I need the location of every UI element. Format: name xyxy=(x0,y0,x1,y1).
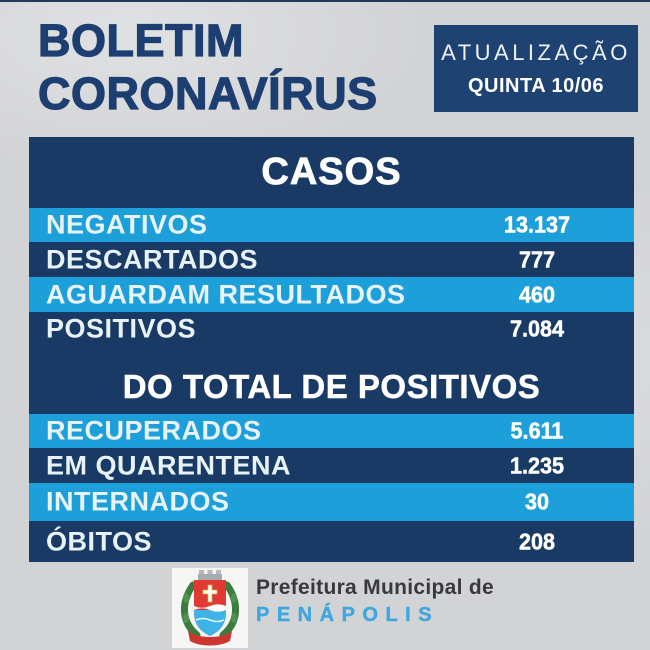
page-title-line2: CORONAVÍRUS xyxy=(37,67,378,119)
row-label: POSITIVOS xyxy=(46,313,197,344)
row-value: 208 xyxy=(518,528,556,555)
section-title-do-total-de-positivos: DO TOTAL DE POSITIVOS xyxy=(29,346,634,414)
row-label: ÓBITOS xyxy=(46,526,153,556)
row-value: 5.611 xyxy=(510,417,564,444)
section-title-casos: CASOS xyxy=(29,137,634,208)
table-row-positivos: POSITIVOS 7.084 xyxy=(29,312,634,346)
table-row-descartados: DESCARTADOS 777 xyxy=(29,242,634,277)
cases-table: CASOS NEGATIVOS 13.137 DESCARTADOS 777 A… xyxy=(29,137,634,562)
update-date: QUINTA 10/06 xyxy=(467,74,605,97)
row-value: 1.235 xyxy=(509,452,565,479)
row-label: NEGATIVOS xyxy=(46,209,208,240)
page-title-line1: BOLETIM xyxy=(37,14,244,66)
org-name-line1: Prefeitura Municipal de xyxy=(256,576,494,599)
row-value: 460 xyxy=(518,281,556,308)
row-value: 777 xyxy=(518,246,556,273)
table-row-negativos: NEGATIVOS 13.137 xyxy=(29,208,634,242)
table-row-obitos: ÓBITOS 208 xyxy=(29,521,634,562)
update-label: ATUALIZAÇÃO xyxy=(441,39,631,65)
update-box: ATUALIZAÇÃO QUINTA 10/06 xyxy=(434,25,638,112)
row-label: RECUPERADOS xyxy=(46,415,262,446)
org-name-line2: PENÁPOLIS xyxy=(256,604,440,626)
row-label: AGUARDAM RESULTADOS xyxy=(46,279,406,309)
top-border-line xyxy=(0,0,650,2)
table-row-recuperados: RECUPERADOS 5.611 xyxy=(29,414,634,448)
penapolis-coat-of-arms-icon xyxy=(172,568,248,648)
table-row-internados: INTERNADOS 30 xyxy=(29,483,634,521)
table-row-em-quarentena: EM QUARENTENA 1.235 xyxy=(29,448,634,483)
page-title: BOLETIM CORONAVÍRUS xyxy=(37,14,378,120)
org-name: Prefeitura Municipal de PENÁPOLIS xyxy=(256,576,494,627)
row-value: 30 xyxy=(524,488,550,515)
row-value: 13.137 xyxy=(503,211,571,238)
row-value: 7.084 xyxy=(509,315,565,342)
row-label: INTERNADOS xyxy=(46,486,230,517)
row-label: EM QUARENTENA xyxy=(46,450,292,480)
row-label: DESCARTADOS xyxy=(46,244,259,274)
table-row-aguardam-resultados: AGUARDAM RESULTADOS 460 xyxy=(29,277,634,312)
